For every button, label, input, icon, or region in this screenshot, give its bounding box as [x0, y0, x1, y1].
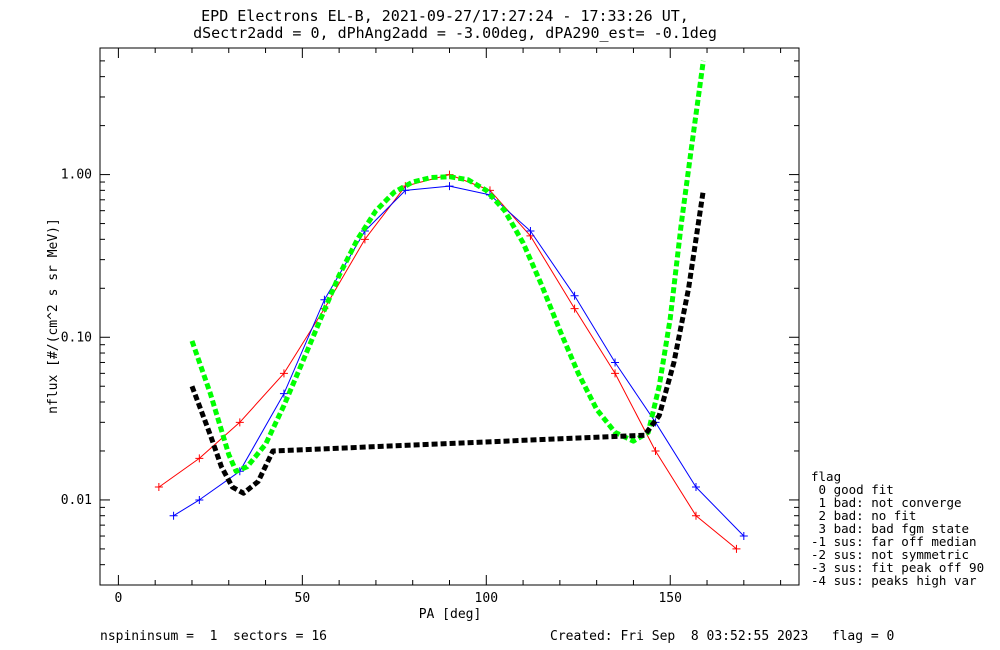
- data-point-marker: [570, 291, 579, 300]
- y-tick-label: 0.01: [61, 493, 92, 508]
- x-tick-label: 0: [114, 591, 122, 606]
- y-tick-label: 1.00: [61, 168, 92, 183]
- data-point-marker: [570, 304, 579, 313]
- legend-item: 3 bad: bad fgm state: [811, 521, 969, 536]
- series-line-4: [189, 190, 706, 496]
- data-point-marker: [195, 495, 204, 504]
- data-point-marker: [691, 483, 700, 492]
- legend-item: -1 sus: far off median: [811, 534, 977, 549]
- legend-item: 2 bad: no fit: [811, 508, 916, 523]
- data-point-marker: [651, 446, 660, 455]
- legend-item: 1 bad: not converge: [811, 495, 962, 510]
- data-point-marker: [401, 186, 410, 195]
- data-point-marker: [445, 182, 454, 191]
- x-tick-label: 50: [295, 591, 311, 606]
- data-point-marker: [611, 369, 620, 378]
- axes-layer: 0 50 100 150 0.01 0.10 1.00: [61, 47, 799, 606]
- data-point-marker: [279, 389, 288, 398]
- data-point-marker: [611, 358, 620, 367]
- y-tick-label: 0.10: [61, 330, 92, 345]
- legend-item: 0 good fit: [811, 482, 894, 497]
- data-point-marker: [154, 483, 163, 492]
- x-axis-label: PA [deg]: [419, 607, 482, 622]
- data-point-marker: [195, 454, 204, 463]
- data-point-marker: [691, 511, 700, 520]
- legend: flag 0 good fit 1 bad: not converge 2 ba…: [811, 469, 984, 588]
- footer-spin-info: nspininsum = 1 sectors = 16: [100, 629, 327, 644]
- chart-title-line2: dSectr2add = 0, dPhAng2add = -3.00deg, d…: [193, 24, 717, 42]
- data-point-marker: [732, 544, 741, 553]
- data-point-marker: [739, 532, 748, 541]
- legend-item: -3 sus: fit peak off 90: [811, 560, 984, 575]
- data-point-marker: [279, 369, 288, 378]
- y-axis-label: nflux [#/(cm^2 s sr MeV)]: [46, 218, 61, 414]
- chart-title-line1: EPD Electrons EL-B, 2021-09-27/17:27:24 …: [201, 7, 689, 25]
- legend-item: -4 sus: peaks high var: [811, 573, 977, 588]
- legend-item: -2 sus: not symmetric: [811, 547, 969, 562]
- series-line-3: [189, 60, 706, 474]
- legend-title: flag: [811, 469, 841, 484]
- data-layer: [154, 60, 748, 553]
- series-line-1: [158, 174, 737, 550]
- x-tick-label: 100: [475, 591, 498, 606]
- x-tick-label: 150: [658, 591, 681, 606]
- data-point-marker: [169, 511, 178, 520]
- data-point-marker: [526, 227, 535, 236]
- data-point-marker: [360, 235, 369, 244]
- footer-created-info: Created: Fri Sep 8 03:52:55 2023 flag = …: [550, 629, 894, 644]
- data-point-marker: [235, 418, 244, 427]
